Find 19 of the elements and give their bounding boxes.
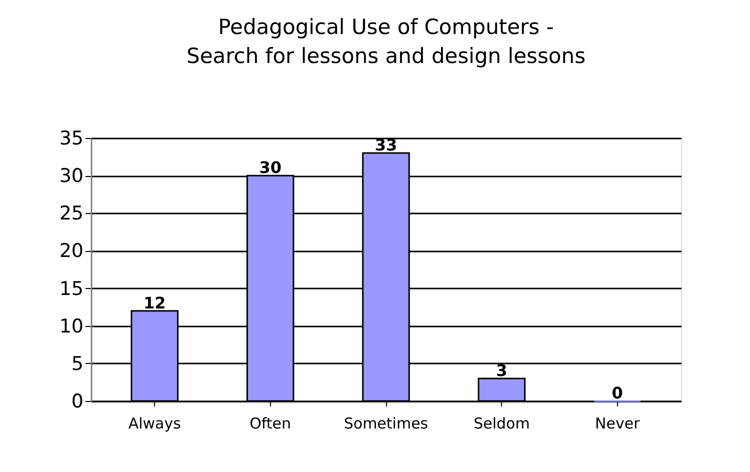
- y-tick-label: 30: [59, 165, 84, 188]
- y-tick-label: 25: [59, 202, 84, 225]
- y-tick-label: 5: [71, 352, 84, 375]
- data-label: 3: [496, 360, 508, 380]
- y-tick-label: 35: [59, 128, 84, 150]
- data-label: 12: [143, 293, 166, 312]
- data-label: 33: [374, 136, 398, 155]
- x-tick-label: Always: [128, 414, 182, 432]
- data-label: 0: [612, 384, 623, 402]
- x-tick-label: Never: [595, 414, 641, 432]
- chart-title: Pedagogical Use of Computers - Search for lessons and design lessons: [186, 15, 586, 68]
- y-tick-label: 20: [59, 240, 84, 262]
- x-tick-label: Sometimes: [344, 414, 428, 432]
- data-label: 30: [259, 158, 282, 178]
- y-tick-label: 10: [59, 315, 84, 338]
- x-tick-label: Seldom: [474, 414, 530, 432]
- y-tick-label: 0: [71, 390, 84, 412]
- x-tick-label: Often: [250, 414, 292, 432]
- y-tick-label: 15: [59, 278, 84, 300]
